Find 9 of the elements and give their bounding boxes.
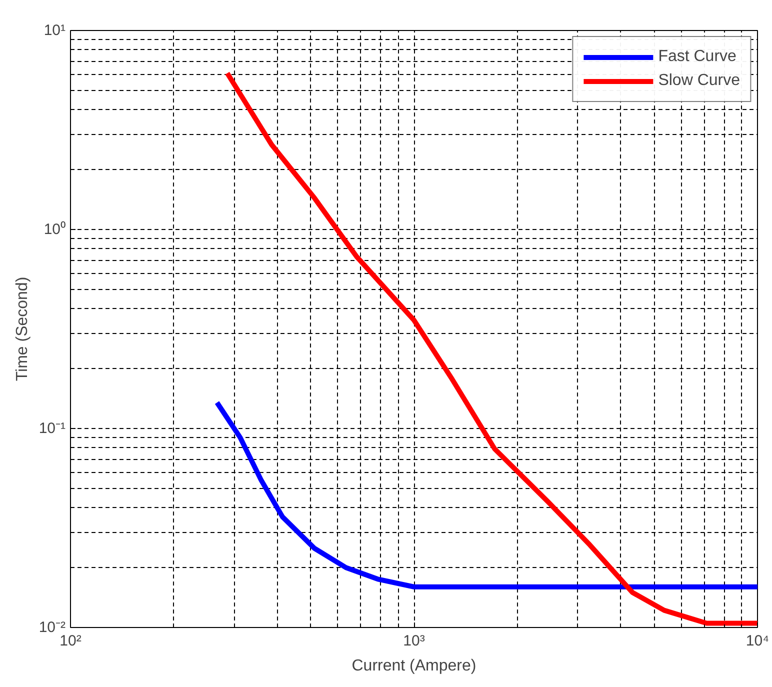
x-axis-title: Current (Ampere) — [352, 658, 476, 674]
y-axis-title: Time (Second) — [14, 276, 31, 382]
y-tick-label: 10¹ — [44, 22, 66, 39]
x-tick-label: 10⁴ — [746, 632, 770, 650]
y-tick-label: 10⁰ — [44, 221, 66, 238]
legend-label: Fast Curve — [658, 48, 736, 66]
x-tick-label: 10³ — [403, 632, 425, 650]
y-tick-label: 10⁻¹ — [38, 420, 66, 437]
legend-label: Slow Curve — [658, 72, 740, 90]
